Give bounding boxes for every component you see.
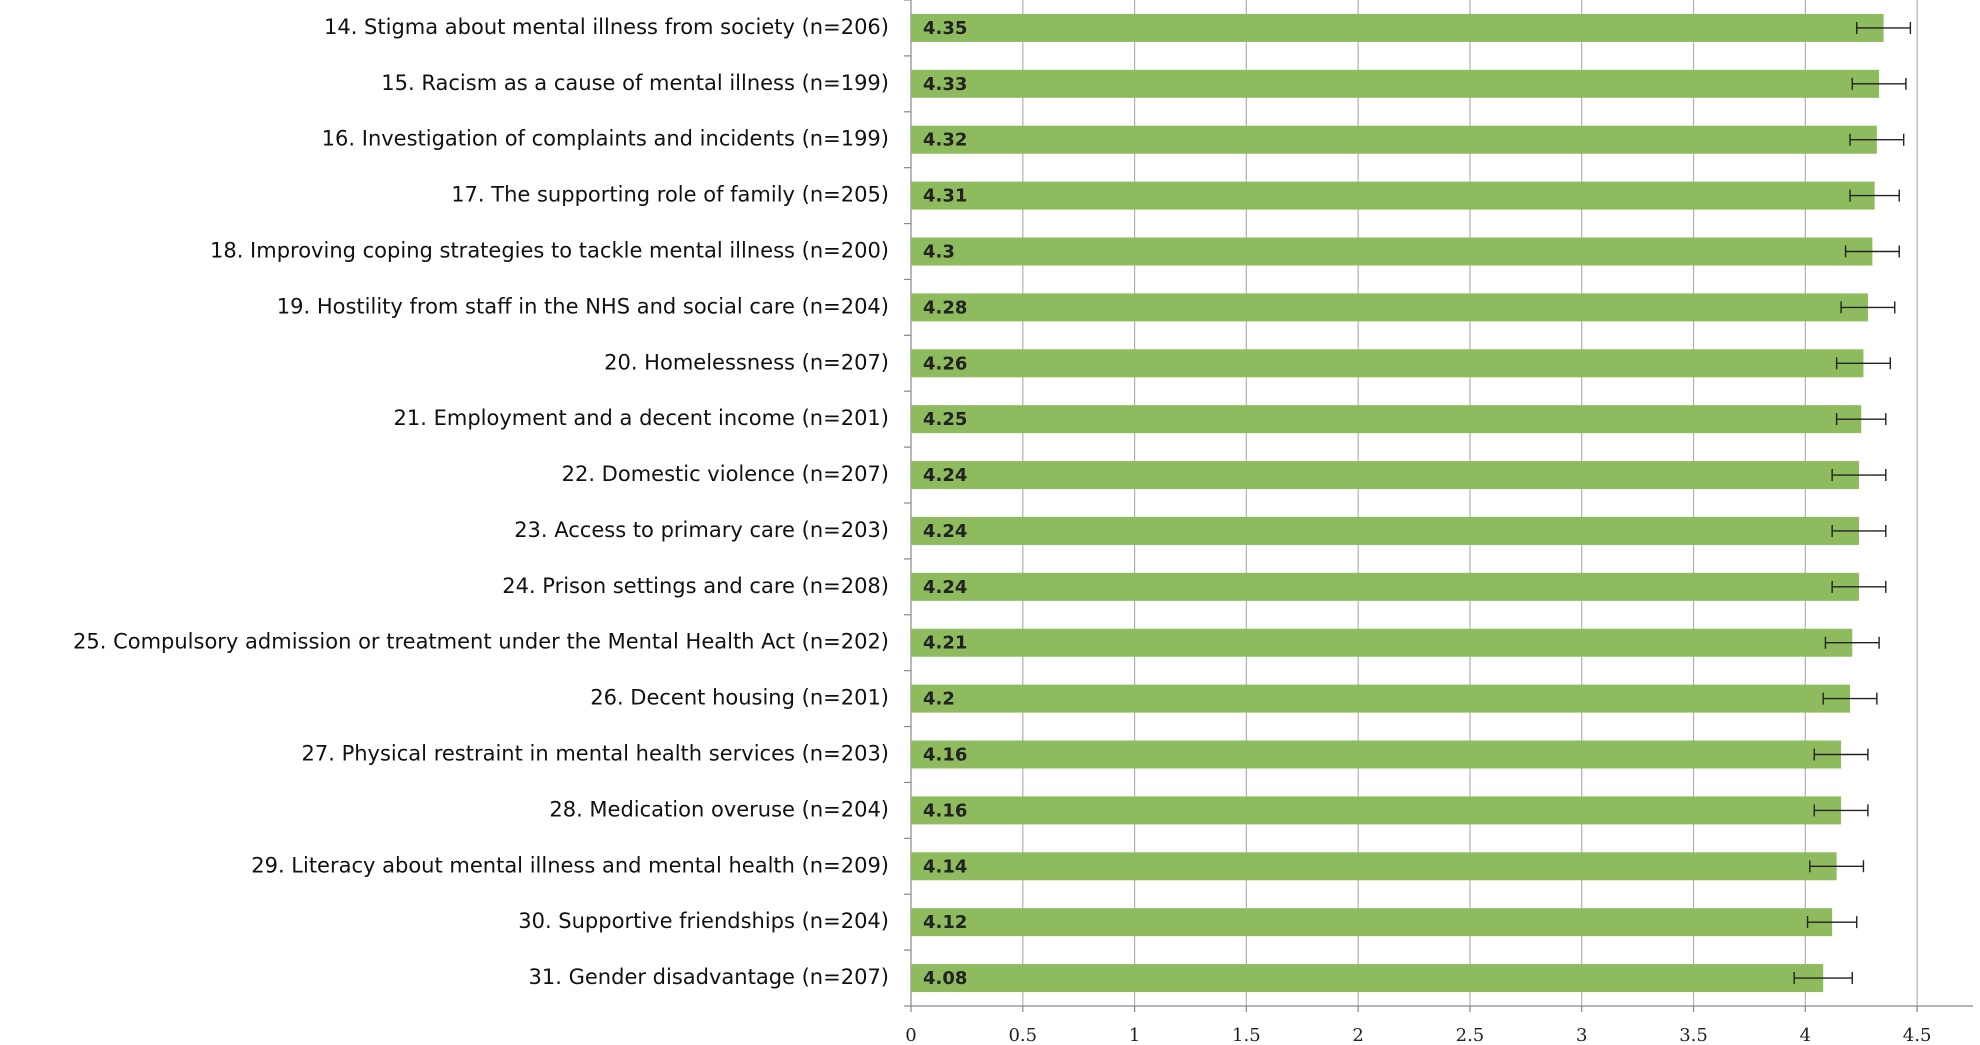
- error-bar: [1849, 133, 1905, 146]
- x-tick-label: 3: [1576, 1025, 1587, 1045]
- bar: [911, 349, 1864, 378]
- bar: [911, 181, 1875, 210]
- bar: [911, 461, 1859, 490]
- value-label: 4.24: [923, 521, 967, 542]
- y-tick-label: 20. Homelessness (n=207): [604, 350, 889, 374]
- bar: [911, 572, 1859, 601]
- value-label: 4.2: [923, 689, 955, 710]
- x-tick-label: 0.5: [1008, 1025, 1037, 1045]
- y-tick-label: 22. Domestic violence (n=207): [562, 462, 889, 486]
- value-label: 4.33: [923, 74, 967, 95]
- error-bar: [1806, 916, 1858, 929]
- bar: [911, 628, 1853, 657]
- value-label: 4.24: [923, 465, 967, 486]
- x-tick-label: 3.5: [1679, 1025, 1708, 1045]
- value-label: 4.25: [923, 409, 967, 430]
- bar: [911, 964, 1824, 993]
- value-label: 4.12: [923, 912, 967, 933]
- y-tick-label: 14. Stigma about mental illness from soc…: [324, 15, 889, 39]
- x-tick-label: 1: [1129, 1025, 1140, 1045]
- bar: [911, 516, 1859, 545]
- y-tick-label: 31. Gender disadvantage (n=207): [529, 965, 889, 989]
- y-tick-label: 17. The supporting role of family (n=205…: [451, 183, 889, 207]
- x-tick-label: 4: [1800, 1025, 1811, 1045]
- x-tick-label: 2.5: [1456, 1025, 1485, 1045]
- bar: [911, 237, 1873, 266]
- y-tick-label: 21. Employment and a decent income (n=20…: [394, 406, 889, 430]
- error-bar: [1831, 524, 1887, 537]
- value-label: 4.3: [923, 242, 955, 263]
- error-bar: [1844, 245, 1900, 258]
- bar: [911, 125, 1877, 154]
- error-bar: [1793, 972, 1853, 985]
- error-bar: [1813, 804, 1869, 817]
- y-tick-label: 30. Supportive friendships (n=204): [518, 909, 889, 933]
- x-tick-label: 2: [1352, 1025, 1363, 1045]
- y-tick-label: 19. Hostility from staff in the NHS and …: [277, 294, 889, 318]
- bar: [911, 684, 1851, 713]
- value-label: 4.32: [923, 130, 967, 151]
- y-tick-label: 18. Improving coping strategies to tackl…: [210, 239, 889, 263]
- error-bar: [1824, 636, 1880, 649]
- value-label: 4.31: [923, 186, 967, 207]
- y-tick-label: 26. Decent housing (n=201): [590, 686, 889, 710]
- error-bar: [1809, 860, 1865, 873]
- y-tick-label: 24. Prison settings and care (n=208): [502, 574, 889, 598]
- error-bar: [1840, 301, 1896, 314]
- error-bar: [1813, 748, 1869, 761]
- bar: [911, 69, 1880, 98]
- error-bar: [1831, 469, 1887, 482]
- value-label: 4.16: [923, 745, 967, 766]
- y-tick-label: 28. Medication overuse (n=204): [549, 797, 889, 821]
- value-label: 4.14: [923, 856, 967, 877]
- y-tick-label: 15. Racism as a cause of mental illness …: [381, 71, 889, 95]
- value-label: 4.35: [923, 18, 967, 39]
- x-tick-label: 4.5: [1903, 1025, 1932, 1045]
- bar: [911, 13, 1884, 42]
- bar: [911, 796, 1842, 825]
- value-label: 4.26: [923, 353, 967, 374]
- y-tick-label: 25. Compulsory admission or treatment un…: [73, 630, 889, 654]
- error-bar: [1835, 357, 1891, 370]
- error-bar: [1856, 21, 1912, 34]
- bar: [911, 852, 1837, 881]
- error-bar: [1851, 77, 1907, 90]
- value-label: 4.24: [923, 577, 967, 598]
- y-tick-label: 27. Physical restraint in mental health …: [302, 742, 889, 766]
- value-label: 4.28: [923, 297, 967, 318]
- x-tick-label: 0: [905, 1025, 916, 1045]
- y-tick-label: 16. Investigation of complaints and inci…: [322, 127, 889, 151]
- value-label: 4.08: [923, 968, 967, 989]
- y-tick-label: 23. Access to primary care (n=203): [514, 518, 889, 542]
- value-label: 4.16: [923, 800, 967, 821]
- value-label: 4.21: [923, 633, 967, 654]
- error-bar: [1849, 189, 1900, 202]
- y-tick-label: 29. Literacy about mental illness and me…: [251, 853, 889, 877]
- bar: [911, 740, 1842, 769]
- bar: [911, 405, 1862, 434]
- bar: [911, 293, 1868, 322]
- bar: [911, 908, 1833, 937]
- error-bar: [1831, 580, 1887, 593]
- error-bar: [1835, 413, 1887, 426]
- x-tick-label: 1.5: [1232, 1025, 1261, 1045]
- error-bar: [1822, 692, 1878, 705]
